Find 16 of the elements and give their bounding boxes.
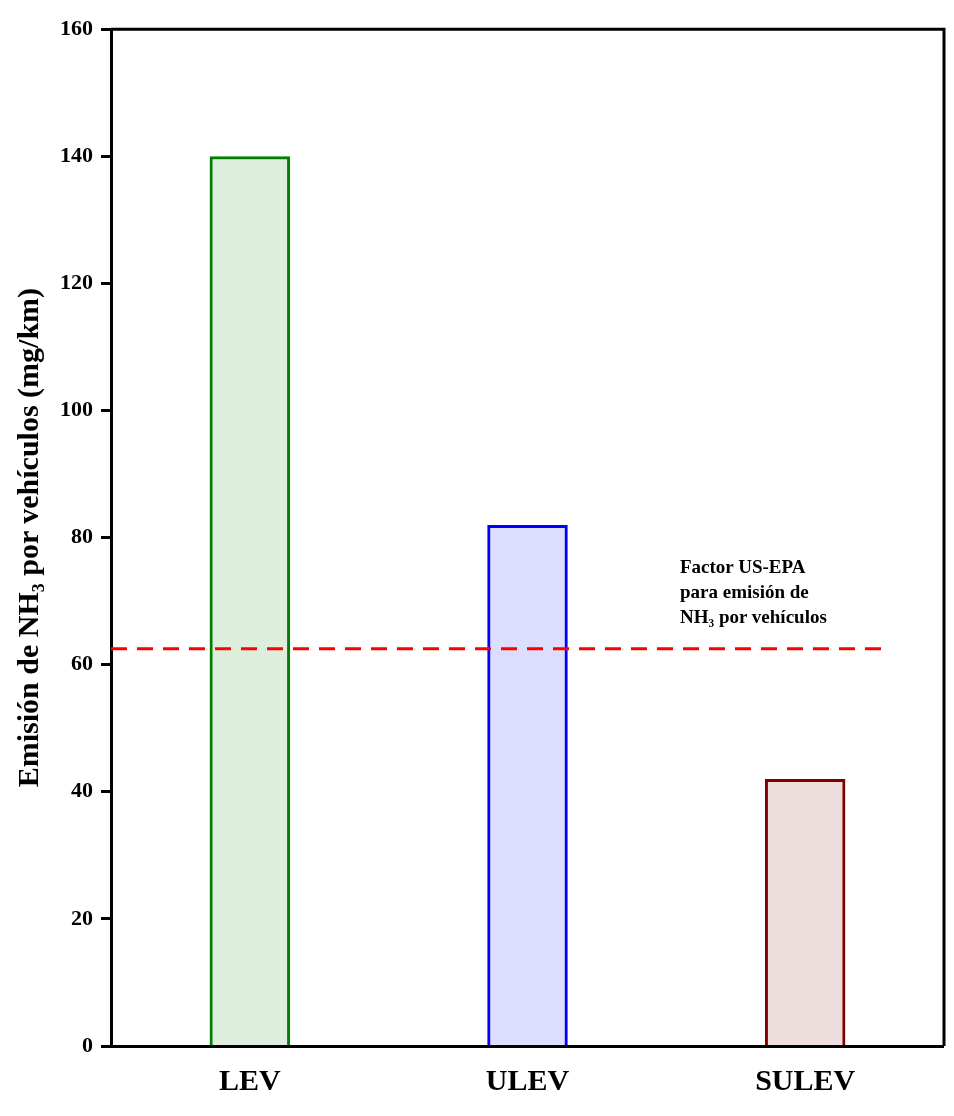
y-tick-label: 80	[71, 523, 93, 549]
bar	[209, 156, 291, 1046]
x-tick-label: LEV	[218, 1062, 282, 1096]
y-tick-label: 40	[71, 777, 93, 803]
y-tick-label: 160	[60, 14, 93, 40]
ref-line-label: Factor US-EPA para emisión de NH₃ por vehículos	[680, 555, 827, 627]
y-tick-label: 60	[71, 650, 93, 676]
y-tick-label: 120	[60, 269, 93, 295]
x-tick-label: SULEV	[755, 1062, 856, 1096]
y-axis-title: Emisión de NH₃ por vehículos (mg/km)	[10, 287, 45, 788]
y-tick-label: 20	[71, 904, 93, 930]
y-tick-label: 140	[60, 141, 93, 167]
bar	[764, 779, 846, 1046]
x-tick-label: ULEV	[485, 1062, 570, 1096]
y-tick-label: 0	[82, 1031, 93, 1057]
y-tick-label: 100	[60, 396, 93, 422]
